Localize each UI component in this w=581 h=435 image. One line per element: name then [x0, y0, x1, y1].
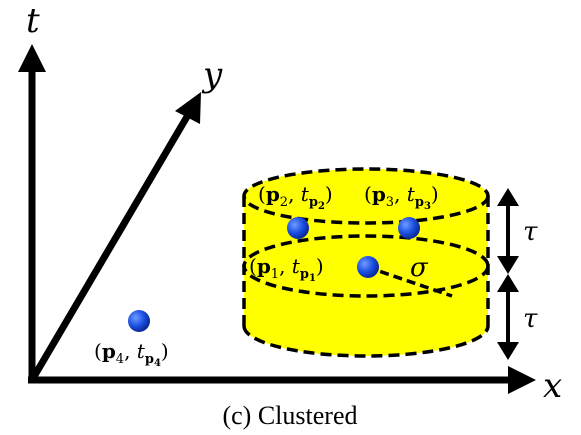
tau-upper-label: τ	[523, 217, 538, 247]
figure-caption: (c) Clustered	[222, 401, 357, 430]
y-axis-arrowhead	[175, 92, 201, 124]
label-p3: (p3, tp3)	[364, 182, 439, 212]
point-p2	[287, 217, 309, 239]
t-axis-arrowhead	[18, 44, 46, 72]
y-axis	[28, 113, 192, 382]
axes	[18, 44, 536, 394]
tau-lower-label: τ	[523, 304, 538, 334]
tau-upper-arrowhead-bottom	[497, 256, 519, 274]
point-p4	[128, 310, 150, 332]
tau-dimension-arrows	[497, 188, 519, 360]
tau-lower-arrowhead-top	[497, 274, 519, 292]
sigma-label: σ	[410, 253, 429, 283]
label-p1: (p1, tp1)	[249, 254, 324, 284]
y-axis-label: y	[201, 55, 223, 95]
x-axis-label: x	[543, 366, 562, 406]
t-axis-label: t	[26, 1, 40, 41]
tau-upper-arrowhead-top	[497, 188, 519, 206]
tau-lower-arrowhead-bottom	[497, 342, 519, 360]
cylinder-bottom-arc	[242, 325, 490, 358]
label-p2: (p2, tp2)	[258, 182, 333, 212]
radius-line	[366, 265, 453, 298]
point-p1	[357, 256, 379, 278]
x-axis-arrowhead	[508, 366, 536, 394]
cylinder-middle-slice	[242, 234, 490, 298]
label-p4: (p4, tp4)	[94, 339, 169, 369]
point-p3	[398, 217, 420, 239]
